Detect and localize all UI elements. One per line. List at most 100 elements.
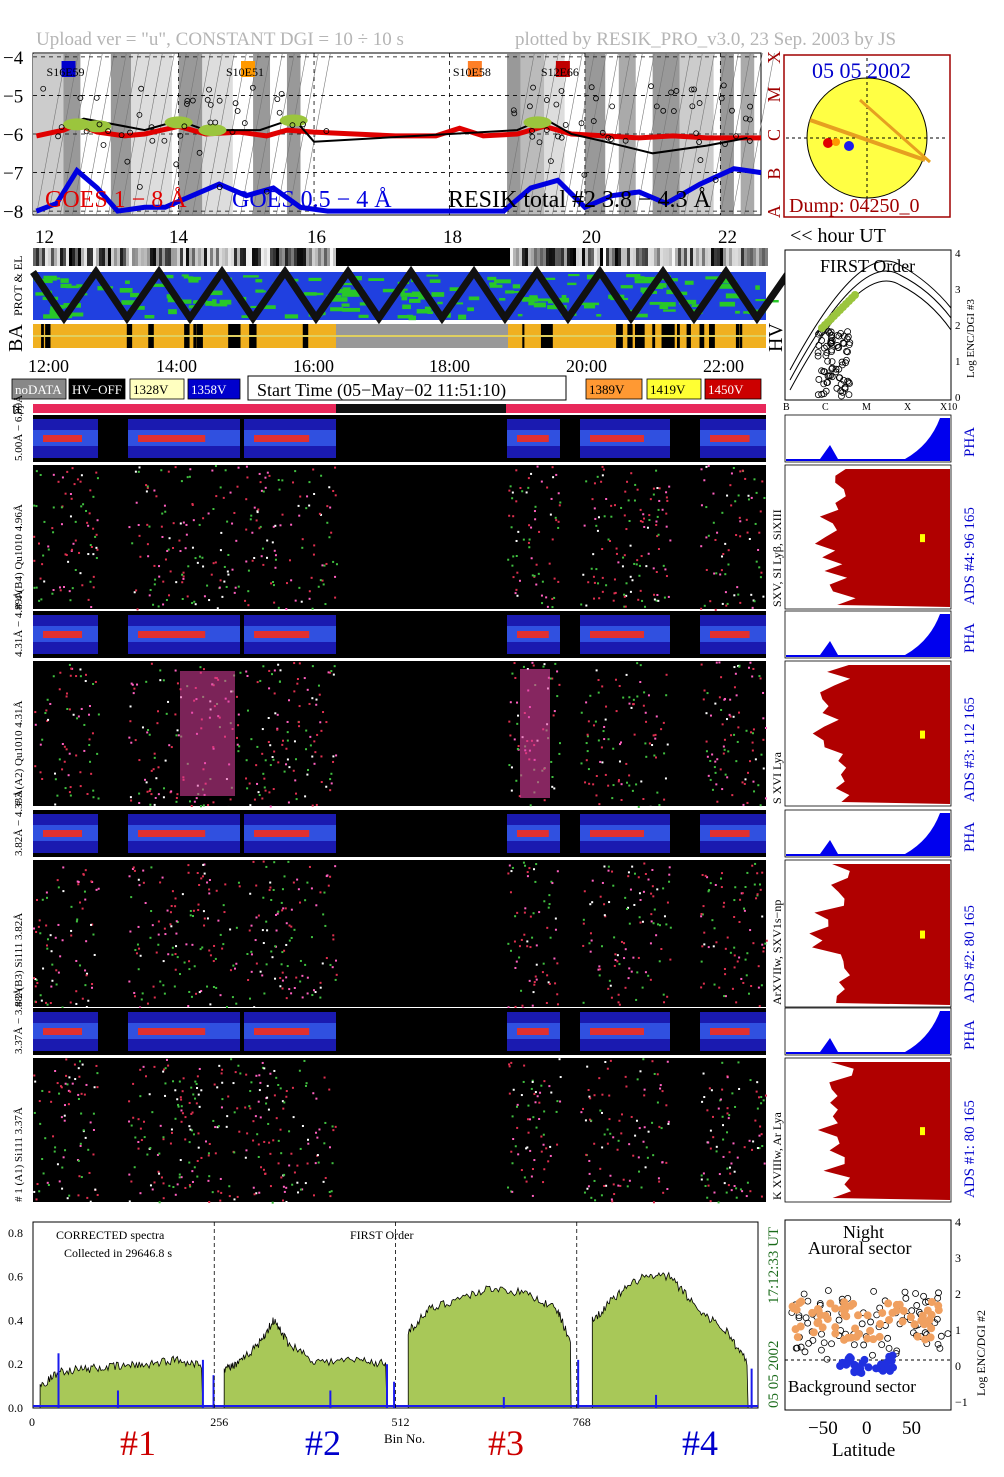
spectrogram-pixel xyxy=(748,538,751,541)
spectrogram-pixel xyxy=(296,678,299,681)
orbit-point-orange xyxy=(917,1316,926,1325)
spectrogram-pixel xyxy=(180,1098,183,1101)
status-cell xyxy=(267,248,270,266)
spectrogram-pixel xyxy=(623,554,626,557)
spectrogram-pixel xyxy=(49,1002,52,1005)
spectrogram-pixel xyxy=(64,787,67,790)
spectrogram-pixel xyxy=(207,1152,210,1155)
spectrogram-pixel xyxy=(153,803,156,806)
spectrogram-pixel xyxy=(283,770,286,773)
spectrogram-pixel xyxy=(88,713,91,716)
prot-el-speck xyxy=(644,276,657,282)
hour-axis: 12 14 16 18 20 22 xyxy=(35,227,737,248)
spectrogram-pixel xyxy=(522,1080,525,1083)
spectrogram-pixel xyxy=(664,777,667,780)
spectrogram-pixel xyxy=(722,745,725,748)
prot-el-speck xyxy=(332,289,350,294)
spectrogram-pixel xyxy=(237,466,240,469)
spectrogram-pixel xyxy=(290,936,293,939)
spectrogram-pixel xyxy=(749,1190,752,1193)
spectrogram-pixel xyxy=(163,787,166,790)
spectrogram-pixel xyxy=(705,568,708,571)
spectrogram-pixel xyxy=(542,665,545,668)
resik-point xyxy=(278,91,285,97)
spectrogram-pixel xyxy=(233,1198,236,1201)
prot-el-speck xyxy=(666,289,679,295)
ads-lines-label: K XVIIIw, Ar Lya xyxy=(770,1111,784,1200)
spectrogram-pixel xyxy=(764,1094,767,1097)
spectrogram-pixel xyxy=(286,758,289,761)
spectrogram-pixel xyxy=(258,472,261,475)
spectrogram-pixel xyxy=(290,925,293,928)
spectrogram-pixel xyxy=(538,530,541,533)
spectrogram-pixel xyxy=(56,879,59,882)
orbit-xlabel: Latitude xyxy=(832,1440,895,1461)
spectrogram-pixel xyxy=(296,878,299,881)
spectrogram-pixel xyxy=(332,1129,335,1132)
prot-el-speck xyxy=(449,287,463,292)
orbit-point-orange xyxy=(898,1317,907,1326)
spectrogram-pixel xyxy=(297,721,300,724)
spectrogram-pixel xyxy=(195,1102,198,1105)
status-cell xyxy=(762,248,765,266)
spectrogram-pixel xyxy=(597,582,600,585)
status-cell xyxy=(282,248,285,266)
spectrogram-pixel xyxy=(159,1124,162,1127)
spectrogram-pixel xyxy=(172,1186,175,1189)
status-cell xyxy=(519,248,522,266)
status-cell xyxy=(357,248,360,266)
status-cell xyxy=(411,248,414,266)
spectrogram-pixel xyxy=(320,474,323,477)
spectrogram-pixel xyxy=(644,742,647,745)
spectrogram-pixel xyxy=(181,573,184,576)
tc-segment xyxy=(33,404,336,413)
status-cell xyxy=(744,248,747,266)
spectrogram-pixel xyxy=(750,496,753,499)
spectrogram-pixel xyxy=(208,949,211,952)
spectrogram-pixel xyxy=(737,1061,740,1064)
spectrogram-pixel xyxy=(128,1200,131,1203)
spectrogram-pixel xyxy=(200,990,203,993)
orbit-point-orange xyxy=(927,1297,936,1306)
spectrogram-pixel xyxy=(196,1175,199,1178)
spectrogram-pixel xyxy=(238,745,241,748)
spectrogram-pixel xyxy=(216,607,219,610)
status-cell xyxy=(507,248,510,266)
spectrogram-pixel xyxy=(175,800,178,803)
spectrogram-pixel xyxy=(556,1143,559,1146)
spectrogram-pixel xyxy=(620,741,623,744)
spectrogram-pixel xyxy=(711,788,714,791)
orbit-point-orange xyxy=(814,1306,823,1315)
status-cell xyxy=(162,248,165,266)
hour-tick: 18 xyxy=(443,227,462,248)
status-cell xyxy=(717,248,720,266)
spectrogram-pixel xyxy=(153,1065,156,1068)
resik-point xyxy=(689,103,696,110)
spectrogram-pixel xyxy=(700,986,703,989)
spectrogram-pixel xyxy=(273,1094,276,1097)
spectrogram-pixel xyxy=(582,922,585,925)
spectrogram-pixel xyxy=(589,694,592,697)
spectrogram-pixel xyxy=(718,661,721,664)
spectrogram-pixel xyxy=(249,1107,252,1110)
spectrogram-pixel xyxy=(128,1100,131,1103)
spectrogram-pixel xyxy=(712,492,715,495)
spectrogram-pixel xyxy=(668,873,671,876)
spectrogram-pixel xyxy=(661,1161,664,1164)
spectrogram-pixel xyxy=(743,909,746,912)
spectrogram-pixel xyxy=(290,992,293,995)
pha-label: 4.31Å − 4.89Å xyxy=(13,591,25,657)
spectrogram-pixel xyxy=(138,884,141,887)
spectrogram-pixel xyxy=(217,1190,220,1193)
spectrogram-pixel xyxy=(253,556,256,559)
pha-peak xyxy=(43,830,82,837)
status-cell xyxy=(522,248,525,266)
status-cell xyxy=(687,248,690,266)
spectrogram-pixel xyxy=(54,1070,57,1073)
spectrogram-pixel xyxy=(162,796,165,799)
pha-peak xyxy=(710,631,750,638)
spectrogram-pixel xyxy=(512,1138,515,1141)
spectrogram-pixel xyxy=(721,555,724,558)
spectrogram-pixel xyxy=(170,925,173,928)
